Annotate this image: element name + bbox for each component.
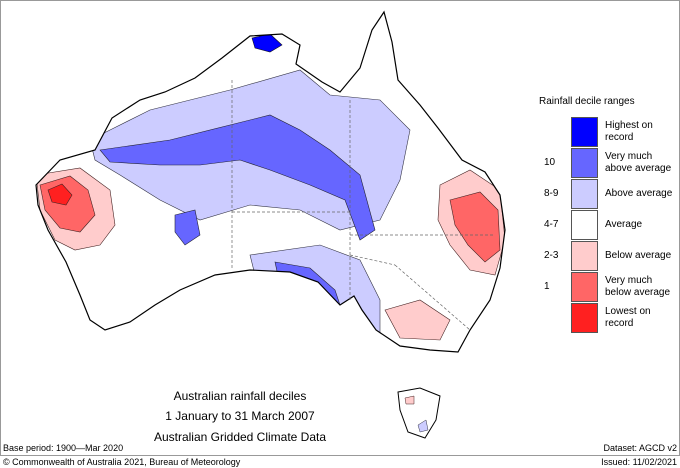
tasmania bbox=[397, 387, 441, 439]
legend-label-line: below average bbox=[605, 287, 671, 298]
legend-decile: 1 bbox=[544, 281, 550, 292]
copyright: © Commonwealth of Australia 2021, Bureau… bbox=[3, 457, 241, 467]
legend-decile: 4-7 bbox=[544, 219, 559, 230]
australia-rainfall-map bbox=[35, 11, 506, 439]
map-title: Australian rainfall deciles bbox=[173, 389, 307, 403]
legend-label: Highest on record bbox=[605, 120, 653, 144]
legend-label-line: Very much bbox=[605, 275, 653, 286]
legend-swatch bbox=[571, 241, 598, 271]
dataset: Dataset: AGCD v2 bbox=[603, 443, 677, 453]
very-much-below-region bbox=[449, 191, 501, 263]
map-date-range: 1 January to 31 March 2007 bbox=[165, 409, 315, 423]
legend-decile: 2-3 bbox=[544, 250, 559, 261]
very-much-above-region bbox=[99, 114, 376, 241]
legend-decile: 8-9 bbox=[544, 188, 559, 199]
below-average-region bbox=[384, 299, 451, 341]
legend-label: Lowest on record bbox=[605, 306, 651, 330]
legend-label: Average bbox=[605, 219, 642, 231]
lowest-on-record-region bbox=[47, 183, 73, 206]
map-subtitle: Australian Gridded Climate Data bbox=[153, 430, 327, 444]
legend-swatch bbox=[571, 179, 598, 209]
legend-label: Very much above average bbox=[605, 151, 671, 175]
legend-label-line: Below average bbox=[605, 250, 672, 261]
very-much-above-region bbox=[174, 209, 201, 246]
legend-label-line: record bbox=[605, 318, 634, 329]
legend-swatch bbox=[571, 210, 598, 240]
legend-title: Rainfall decile ranges bbox=[539, 96, 635, 107]
legend-swatch bbox=[571, 303, 598, 333]
legend-swatch bbox=[571, 272, 598, 302]
legend-label-line: record bbox=[605, 132, 634, 143]
state-borders bbox=[231, 80, 495, 331]
base-period: Base period: 1900—Mar 2020 bbox=[3, 443, 124, 453]
legend-swatch bbox=[571, 117, 598, 147]
legend-label-line: Very much bbox=[605, 151, 653, 162]
legend-label-line: Average bbox=[605, 219, 643, 230]
legend-swatch bbox=[571, 148, 598, 178]
issued-date: Issued: 11/02/2021 bbox=[601, 457, 677, 467]
legend-decile: 10 bbox=[544, 157, 556, 168]
legend-label-line: above average bbox=[605, 163, 672, 174]
legend-label-line: Highest on bbox=[605, 120, 653, 131]
legend-label-line: Lowest on bbox=[605, 306, 651, 317]
legend-label: Below average bbox=[605, 250, 671, 262]
legend-label-line: Above average bbox=[605, 188, 673, 199]
legend-label: Above average bbox=[605, 188, 672, 200]
legend-label: Very much below average bbox=[605, 275, 670, 299]
